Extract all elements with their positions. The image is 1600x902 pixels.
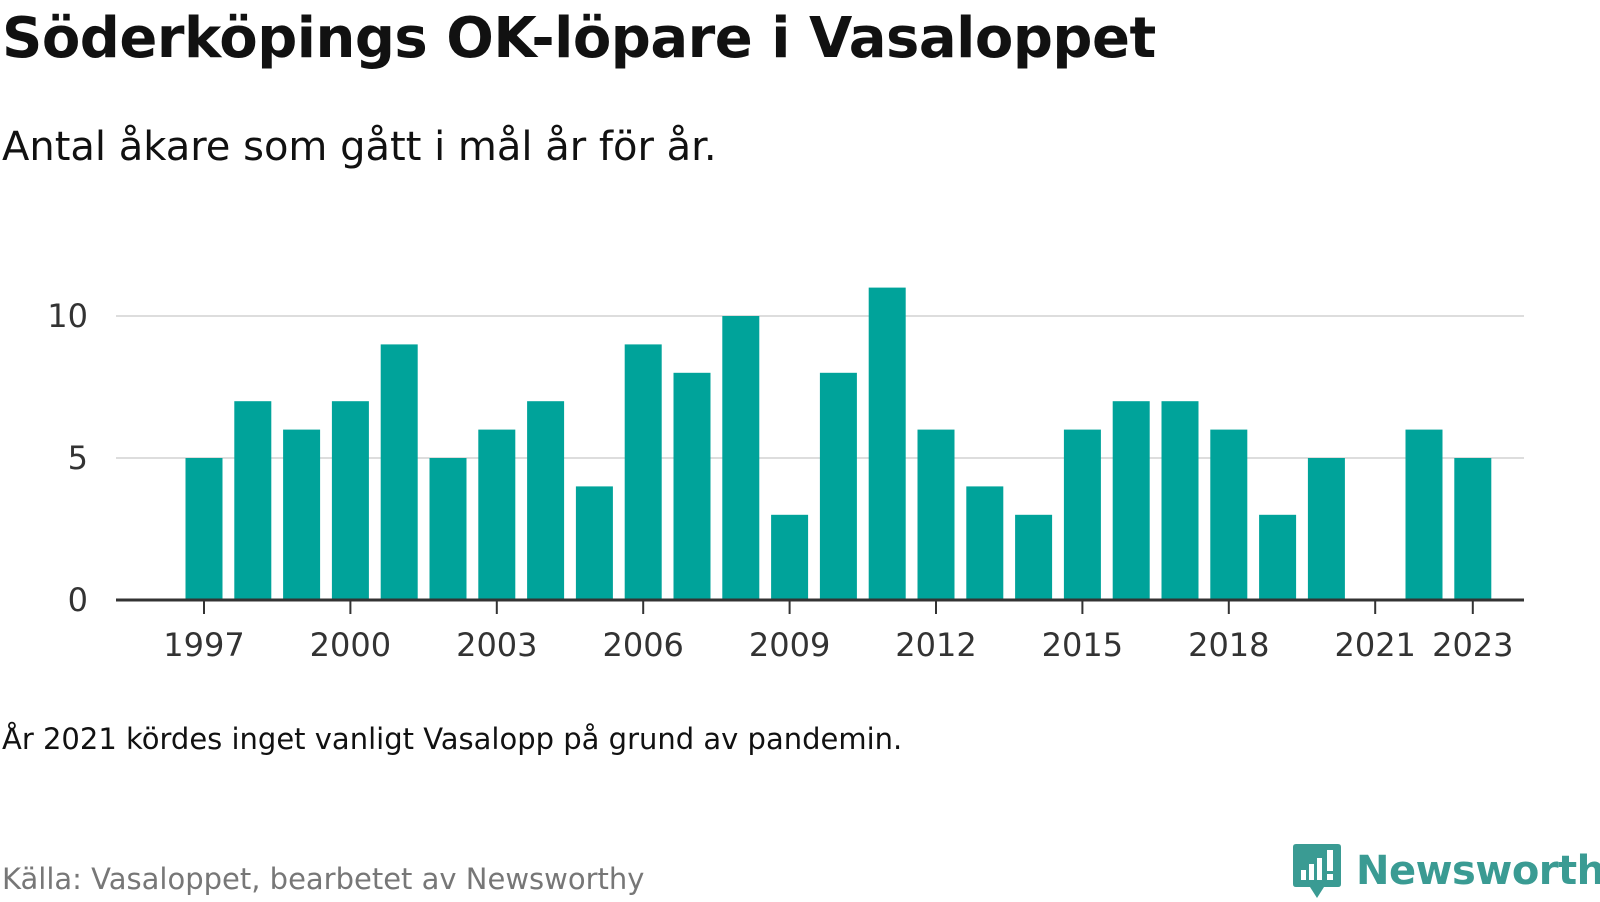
- x-tick-label: 2015: [1042, 626, 1123, 664]
- x-tick-label: 1997: [163, 626, 244, 664]
- bar-2002: [429, 458, 467, 600]
- bar-2005: [575, 486, 613, 600]
- y-tick-label: 0: [68, 581, 88, 619]
- bar-2010: [819, 372, 857, 600]
- bar-2015: [1063, 429, 1101, 600]
- chart-subtitle: Antal åkare som gått i mål år för år.: [2, 124, 717, 170]
- bar-1997: [185, 458, 223, 600]
- x-tick-label: 2003: [456, 626, 537, 664]
- y-tick-label: 5: [68, 439, 88, 477]
- bar-2018: [1210, 429, 1248, 600]
- x-tick-label: 2006: [602, 626, 683, 664]
- bars: [185, 287, 1492, 600]
- x-tick-label: 2012: [895, 626, 976, 664]
- source-text: Källa: Vasaloppet, bearbetet av Newswort…: [2, 862, 645, 896]
- bar-2009: [771, 514, 809, 600]
- bar-2000: [331, 401, 369, 600]
- bar-2016: [1112, 401, 1150, 600]
- newsworthy-logo-icon: [1293, 844, 1341, 898]
- newsworthy-logo: Newsworthy: [1292, 840, 1600, 902]
- bar-2020: [1307, 458, 1345, 600]
- x-tick-label: 2023: [1432, 626, 1513, 664]
- bar-2022: [1405, 429, 1443, 600]
- bar-2017: [1161, 401, 1199, 600]
- chart-title: Söderköpings OK-löpare i Vasaloppet: [2, 6, 1156, 71]
- x-axis: [116, 598, 1524, 614]
- chart-note: År 2021 kördes inget vanligt Vasalopp på…: [2, 722, 903, 756]
- bar-2007: [673, 372, 711, 600]
- bar-2006: [624, 344, 662, 600]
- x-tick-label: 2000: [310, 626, 391, 664]
- x-tick-label: 2021: [1334, 626, 1415, 664]
- x-tick-label: 2018: [1188, 626, 1269, 664]
- brand-name: Newsworthy: [1356, 848, 1600, 894]
- bar-2014: [1015, 514, 1053, 600]
- y-tick-label: 10: [47, 297, 88, 335]
- bar-2023: [1454, 458, 1492, 600]
- bar-2013: [966, 486, 1004, 600]
- x-axis-labels: 1997 2000 2003 2006 2009 2012 2015 2018 2021 2023: [163, 626, 1513, 664]
- bar-2012: [917, 429, 955, 600]
- bar-1998: [234, 401, 272, 600]
- bar-2008: [722, 316, 760, 600]
- bar-2011: [868, 287, 906, 600]
- x-tick-label: 2009: [749, 626, 830, 664]
- bar-2003: [478, 429, 516, 600]
- bar-1999: [283, 429, 321, 600]
- bar-2001: [380, 344, 418, 600]
- y-axis-labels: 0 5 10: [47, 297, 88, 619]
- bar-2004: [527, 401, 565, 600]
- bar-chart: 0 5 10 1997 2000 2003 2006 2009 2012 2015 2018 202…: [47, 287, 1524, 664]
- bar-2019: [1259, 514, 1297, 600]
